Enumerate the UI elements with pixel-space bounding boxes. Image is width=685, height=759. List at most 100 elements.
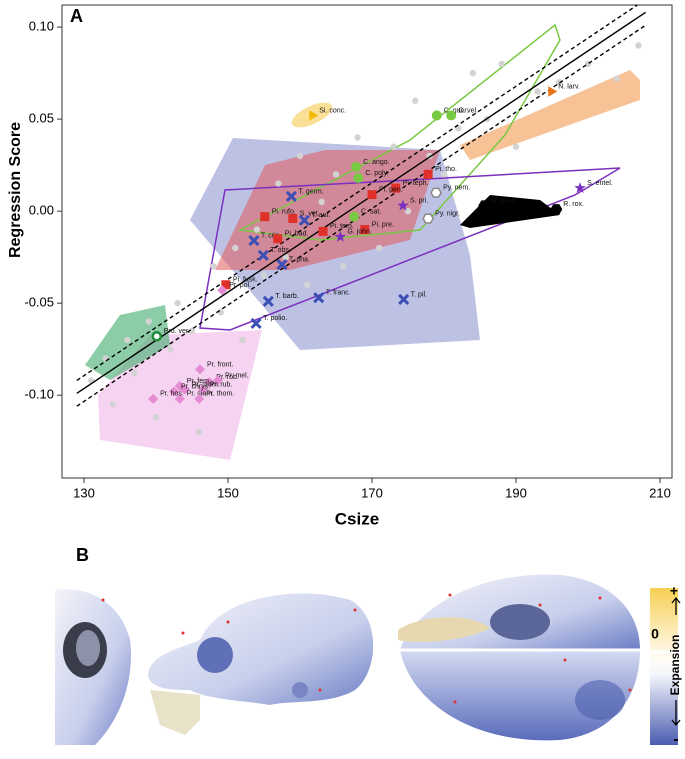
species-label: Pr. siam. — [187, 391, 214, 398]
species-label: R. avun. — [491, 197, 517, 204]
axes: 130 150 170 190 210 0.10 0.05 0.00 -0.05 -0.10 — [24, 19, 670, 501]
species-marker — [353, 173, 364, 184]
data-point — [167, 345, 174, 353]
skull-dorsal-ventral — [398, 574, 640, 741]
species-label: T. franc. — [326, 289, 351, 296]
regression-line — [76, 11, 646, 394]
data-point — [512, 143, 520, 150]
x-tick-label: 190 — [505, 485, 527, 500]
x-tick-label: 210 — [649, 485, 671, 500]
species-marker — [422, 213, 435, 224]
skull-front — [55, 589, 131, 745]
data-point — [102, 355, 109, 362]
species-marker — [550, 204, 563, 215]
species-label: Pr. fem. — [187, 378, 211, 385]
data-point — [469, 69, 476, 77]
species-label: C. sat. — [361, 208, 381, 215]
species-marker — [212, 375, 223, 386]
species-marker — [248, 235, 260, 247]
species-marker — [217, 285, 228, 296]
species-marker — [574, 182, 586, 193]
species-marker — [431, 110, 442, 121]
species-label: C. vel. — [458, 107, 478, 114]
species-marker — [276, 258, 288, 271]
data-point — [210, 263, 217, 270]
data-point — [304, 281, 311, 288]
data-point — [196, 428, 203, 436]
species-marker — [309, 110, 319, 121]
hull — [460, 70, 640, 160]
species-label: C. poly. — [365, 170, 388, 177]
data-point — [440, 171, 448, 178]
species-marker — [179, 384, 190, 395]
species-marker — [548, 86, 558, 97]
species-label: T. cris. — [261, 232, 281, 239]
data-point — [131, 369, 138, 377]
species-label: T. pha. — [289, 256, 310, 263]
colorbar-bottom: - — [673, 731, 678, 748]
species-label: C. ango. — [363, 159, 390, 166]
species-label: Pi. bad. — [285, 231, 309, 238]
data-point — [239, 336, 246, 344]
species-label: Pr. rub. — [210, 382, 233, 389]
data-point — [232, 244, 239, 252]
regression-line — [76, 5, 639, 382]
data-point — [340, 263, 347, 270]
hull — [215, 150, 440, 270]
x-tick-label: 170 — [361, 485, 383, 500]
data-point — [174, 299, 181, 307]
species-marker — [174, 393, 185, 404]
plot-marks: Si. conc. C. guer.C. vel. N. larv. C. ango.… — [76, 5, 646, 436]
species-label: G. john. — [347, 229, 372, 236]
species-marker — [430, 187, 442, 198]
species-marker — [288, 213, 298, 223]
data-point — [404, 207, 412, 215]
species-marker — [360, 225, 370, 235]
colorbar-top: + — [670, 583, 678, 599]
species-marker — [197, 384, 208, 395]
species-marker — [334, 230, 347, 242]
species-label: N. larv. — [558, 83, 580, 90]
x-tick-label: 130 — [73, 485, 95, 500]
species-marker — [298, 214, 310, 226]
species-marker — [260, 212, 270, 222]
species-label: Pi. pre. — [372, 221, 394, 228]
species-label: Pi. tho. — [435, 166, 457, 173]
data-point — [376, 244, 383, 252]
species-marker — [398, 293, 410, 306]
species-label: S. entel. — [587, 180, 613, 187]
species-label: Pi. rufo. — [272, 208, 296, 215]
species-label: Pr. pol. — [229, 282, 251, 289]
species-marker — [318, 226, 328, 236]
species-marker — [204, 377, 215, 388]
species-marker — [250, 317, 262, 329]
species-label: Pr. front. — [207, 361, 234, 368]
panel-label: A — [70, 6, 83, 26]
species-marker — [351, 161, 362, 172]
species-label: Pi. pen. — [379, 186, 403, 193]
y-tick-label: 0.05 — [29, 111, 54, 126]
colorbar — [650, 588, 678, 745]
species-label: Pr. mel. — [225, 372, 249, 379]
species-label: S. pri. — [410, 197, 428, 204]
species-label: T. germ. — [298, 188, 323, 195]
species-marker — [257, 249, 269, 261]
species-label: T. aur. — [311, 212, 330, 219]
data-point — [109, 401, 117, 408]
x-axis-title: Csize — [335, 509, 379, 528]
species-marker — [148, 393, 159, 404]
species-marker — [313, 292, 325, 304]
data-point — [188, 327, 196, 334]
species-label: Pr. chrys. — [181, 383, 210, 390]
data-point — [145, 318, 153, 325]
data-point — [390, 143, 397, 150]
species-marker — [391, 183, 401, 193]
hull — [199, 167, 621, 331]
landmarks — [101, 593, 632, 704]
x-tick-label: 150 — [217, 485, 239, 500]
species-label: Pr. hos. — [160, 391, 184, 398]
colorbar-arrows — [671, 596, 681, 727]
species-marker — [151, 331, 162, 342]
species-marker — [169, 386, 180, 397]
